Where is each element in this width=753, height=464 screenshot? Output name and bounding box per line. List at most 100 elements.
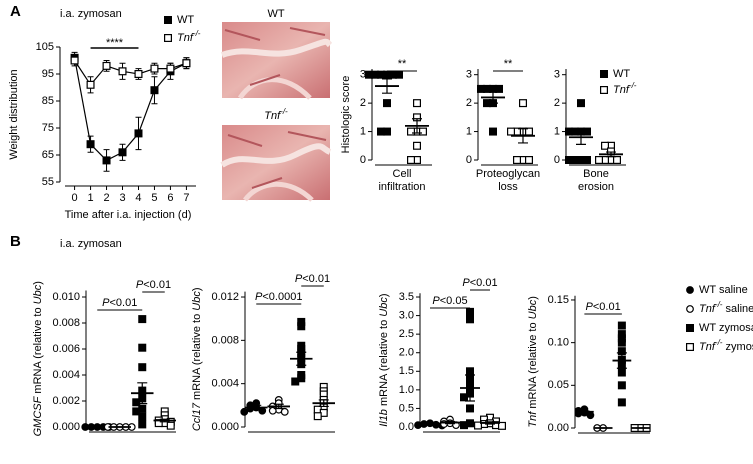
text-part: Il1b (378, 409, 390, 427)
text-part: P (586, 301, 594, 313)
x-axis-label: erosion (578, 181, 614, 193)
text-part: P (255, 291, 263, 303)
y-tick-label: 0.012 (211, 291, 239, 303)
text-part: Tnf (177, 32, 194, 44)
y-tick-label: 0.000 (52, 421, 80, 433)
y-tick-label: 3 (554, 69, 560, 81)
sem-bar (485, 421, 495, 425)
marker (600, 141, 609, 150)
y-tick-label: 0.000 (211, 421, 239, 433)
marker (617, 321, 626, 330)
y-tick-label: 0.10 (548, 337, 569, 349)
sem-bar (318, 399, 329, 408)
text-part: ** (398, 58, 407, 70)
text-part: <0.01 (143, 279, 171, 291)
text-part: WT (613, 68, 630, 80)
marker (594, 156, 603, 165)
marker (419, 127, 428, 136)
text-part: Tnf (264, 110, 281, 122)
significance-label: P<0.01 (102, 297, 137, 309)
sem-bar (273, 403, 284, 410)
legend-marker (685, 324, 694, 333)
legend-label: Tnf-/- (177, 29, 201, 44)
y-tick-label: 0.0 (399, 421, 414, 433)
x-axis-label: loss (498, 181, 518, 193)
marker (182, 59, 191, 68)
text-part: mRNA (relative to (527, 319, 539, 411)
legend-marker (164, 16, 173, 25)
sem-bar (465, 374, 475, 402)
legend-label: WT (177, 14, 194, 26)
text-part: Histologic score (340, 76, 352, 154)
legend-marker (686, 305, 694, 313)
y-tick-label: 65 (42, 149, 54, 161)
marker (524, 156, 533, 165)
y-tick-label: 3 (360, 69, 366, 81)
significance-label: **** (106, 37, 124, 49)
text-part: WT (177, 14, 194, 26)
text-part: Ccl17 (191, 402, 203, 431)
text-part: ) (527, 296, 539, 300)
sem-bar (579, 410, 590, 414)
significance-label: P<0.01 (136, 279, 171, 291)
text-part: -/- (193, 29, 201, 38)
marker (518, 99, 527, 108)
significance-label: P<0.05 (432, 295, 467, 307)
y-tick-label: 105 (36, 41, 54, 53)
marker (466, 315, 475, 324)
marker (166, 64, 175, 73)
significance-label: ** (504, 58, 513, 70)
text-part: Ubc (32, 284, 44, 304)
marker (118, 67, 127, 76)
marker (576, 99, 585, 108)
panel-subtitle: i.a. zymosan (60, 238, 122, 250)
marker (138, 315, 147, 324)
marker (466, 367, 475, 376)
y-tick-label: 1 (360, 125, 366, 137)
panel-label: B (10, 233, 21, 250)
y-tick-label: 0.05 (548, 379, 569, 391)
sem-bar (296, 351, 307, 366)
significance-label: P<0.0001 (255, 291, 302, 303)
y-tick-label: 1.0 (399, 384, 414, 396)
x-tick-label: 6 (167, 192, 173, 204)
histology-image (220, 22, 333, 100)
marker (477, 84, 486, 93)
marker (466, 404, 475, 413)
marker (132, 407, 141, 416)
marker (70, 56, 79, 65)
y-axis-label: GMCSF mRNA (relative to Ubc) (32, 281, 44, 436)
marker (134, 69, 143, 78)
text-part: Tnf (699, 341, 716, 353)
marker (138, 363, 147, 372)
y-tick-label: 0.004 (211, 378, 239, 390)
legend-label: Tnf-/- saline (699, 300, 753, 315)
legend-label: Tnf-/- (613, 81, 637, 96)
text-part: Ubc (378, 297, 390, 317)
image-label: Tnf-/- (264, 107, 288, 122)
text-part: Tnf (699, 303, 716, 315)
legend-label: WT saline (699, 284, 748, 296)
significance-label: P<0.01 (295, 273, 330, 285)
x-tick-label: 4 (135, 192, 141, 204)
marker (466, 307, 475, 316)
y-tick-label: 2 (554, 97, 560, 109)
y-tick-label: 0.00 (548, 422, 569, 434)
x-tick-label: 5 (151, 192, 157, 204)
text-part: <0.0001 (262, 291, 302, 303)
legend-marker (164, 33, 173, 42)
sem-bar (425, 423, 435, 426)
text-part: <0.01 (593, 301, 621, 313)
text-part: mRNA (relative to (32, 304, 44, 396)
y-tick-label: 0.008 (211, 334, 239, 346)
marker (617, 368, 626, 377)
marker (132, 398, 141, 407)
sem-bar (576, 129, 586, 145)
marker (498, 421, 507, 430)
x-tick-label: 0 (72, 192, 78, 204)
x-axis-label: Cell (393, 168, 412, 180)
y-tick-label: 0.008 (52, 317, 80, 329)
text-part: P (295, 273, 303, 285)
y-tick-label: 0 (360, 154, 366, 166)
